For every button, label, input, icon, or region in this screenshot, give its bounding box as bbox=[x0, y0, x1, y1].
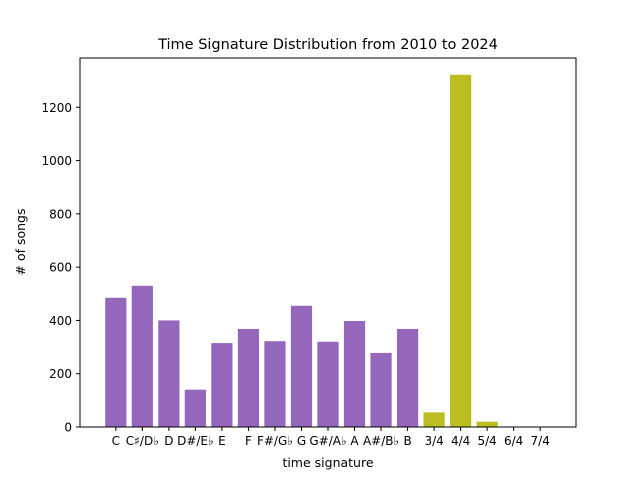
y-tick-label: 400 bbox=[49, 314, 72, 328]
bar-3 bbox=[158, 320, 180, 427]
bars-group bbox=[105, 74, 498, 427]
x-tick-label: D bbox=[164, 434, 173, 448]
x-tick-label: A#/B♭ bbox=[363, 434, 399, 448]
x-tick-label: G bbox=[297, 434, 306, 448]
x-tick-label: 6/4 bbox=[504, 434, 523, 448]
chart-title: Time Signature Distribution from 2010 to… bbox=[157, 37, 498, 53]
bar-1 bbox=[105, 297, 127, 427]
x-tick-label: 7/4 bbox=[531, 434, 550, 448]
bar-2 bbox=[131, 285, 153, 427]
bar-12 bbox=[396, 328, 419, 427]
x-tick-label: C bbox=[112, 434, 120, 448]
bar-13 bbox=[423, 412, 445, 427]
x-tick-label: B bbox=[403, 434, 411, 448]
x-tick-label: G#/A♭ bbox=[309, 434, 346, 448]
x-tick-label: F#/G♭ bbox=[257, 434, 293, 448]
x-tick-label: E bbox=[218, 434, 226, 448]
plot-frame bbox=[79, 57, 577, 428]
y-tick-label: 1000 bbox=[41, 154, 72, 168]
bar-11 bbox=[370, 352, 392, 427]
y-tick-label: 1200 bbox=[41, 101, 72, 115]
x-tick-label: C♯/D♭ bbox=[126, 434, 159, 448]
y-tick-label: 200 bbox=[49, 367, 72, 381]
bar-7 bbox=[264, 341, 286, 427]
bar-6 bbox=[237, 328, 260, 427]
y-tick-label: 800 bbox=[49, 207, 72, 221]
x-tick-label: 4/4 bbox=[451, 434, 470, 448]
bar-5 bbox=[211, 343, 233, 427]
y-axis-ticks: 0 200 400 600 800 1000 1200 bbox=[41, 101, 80, 435]
bar-8 bbox=[290, 305, 313, 427]
x-tick-label: 3/4 bbox=[424, 434, 443, 448]
bar-10 bbox=[343, 320, 366, 427]
x-tick-label: A bbox=[350, 434, 359, 448]
bar-15 bbox=[476, 421, 498, 427]
x-tick-label: F bbox=[245, 434, 252, 448]
y-tick-label: 600 bbox=[49, 261, 72, 275]
x-tick-label: 5/4 bbox=[477, 434, 496, 448]
y-tick-label: 0 bbox=[64, 421, 72, 435]
bar-9 bbox=[317, 341, 339, 427]
x-axis-label: time signature bbox=[282, 455, 373, 470]
x-tick-label: D#/E♭ bbox=[177, 434, 214, 448]
bar-4 bbox=[184, 389, 206, 427]
x-axis-ticks: C C♯/D♭ D D#/E♭ E F F#/G♭ G G#/A♭ A A#/B♭ B 3/4 4/4 5/… bbox=[112, 427, 550, 448]
y-axis-label: # of songs bbox=[13, 209, 28, 276]
bar-14 bbox=[450, 74, 472, 427]
